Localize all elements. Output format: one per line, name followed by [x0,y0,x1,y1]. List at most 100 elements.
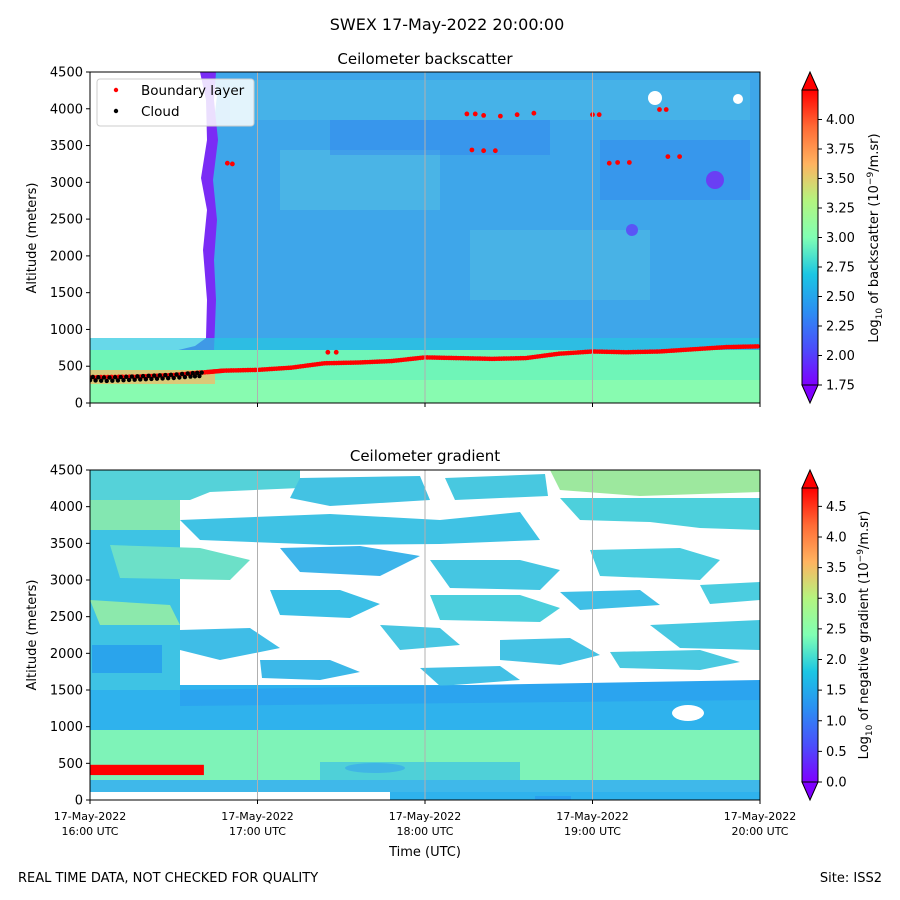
y-tick-label: 2500 [50,610,83,625]
cloud-point [146,373,151,378]
y-tick-label: 2500 [50,213,83,228]
cloud-point [118,374,123,380]
cloud-point [179,371,185,377]
colorbar-tick-label: 2.50 [826,290,855,305]
cloud-point [140,373,146,379]
gradient-colorbar-label: Log10 of negative gradient (10−9/m.sr) [856,511,875,760]
cloud-point [188,374,193,379]
x-tick-label-date: 17-May-2022 [389,810,461,823]
boundary-layer-point [677,154,682,159]
cloud-point [143,377,149,382]
y-tick-label: 3500 [50,139,83,154]
boundary-layer-point [755,344,760,349]
boundary-layer-point [325,349,331,355]
cloud-point [138,377,143,382]
boundary-layer-point [464,111,470,117]
backscatter-colorbar-label: Log10 of backscatter (10−9/m.sr) [866,133,885,342]
cloud-point [185,371,190,376]
y-tick-label: 2000 [50,647,83,662]
y-tick-label: 4000 [50,500,83,515]
backscatter-x-ticks [89,403,761,407]
colorbar-tick-label: 1.75 [826,379,855,394]
gradient-y-axis: 0 500 1000 1500 2000 2500 3000 3500 4000 4500 [50,464,90,809]
cloud-point [110,378,115,383]
colorbar-tick-label: 4.00 [826,113,855,128]
cloud-point [149,376,154,382]
x-tick-label-date: 17-May-2022 [221,810,293,823]
cloud-point [195,370,200,376]
boundary-layer-aloft-series [224,107,682,355]
backscatter-panel: Ceilometer backscatter [25,50,885,412]
colorbar-tick-label: 3.25 [826,202,855,217]
boundary-layer-point [615,160,621,165]
backscatter-ylabel: Altitude (meters) [25,183,40,294]
y-tick-label: 1000 [50,720,83,735]
boundary-layer-point [333,349,339,355]
boundary-layer-point [472,111,478,117]
cloud-point [90,374,95,380]
y-tick-label: 500 [58,757,83,772]
cloud-point [171,375,176,381]
legend-boundary-layer-marker [113,87,119,93]
cloud-point [112,375,118,380]
x-tick-label-time: 20:00 UTC [731,825,788,838]
boundary-layer-point [492,148,498,154]
y-tick-label: 1000 [50,323,83,338]
x-tick-label-date: 17-May-2022 [556,810,628,823]
y-tick-label: 4500 [50,464,83,479]
colorbar-tick-label: 3.0 [826,592,847,607]
cloud-point [174,372,179,377]
colorbar-tick-label: 0.0 [826,776,847,791]
x-tick-label-date: 17-May-2022 [724,810,796,823]
colorbar-tick-label: 1.0 [826,714,847,729]
cloud-point [152,373,157,378]
cloud-point [121,377,126,383]
y-tick-label: 0 [75,397,83,412]
cloud-point [182,374,188,380]
boundary-layer-point [663,107,669,112]
cloud-point [165,376,171,381]
gradient-ylabel: Altitude (meters) [25,580,40,691]
boundary-layer-point [481,148,487,154]
cloud-point [199,370,204,375]
cloud-point [107,375,112,380]
y-tick-label: 3000 [50,176,83,191]
cloud-point [126,377,132,383]
colorbar-tick-label: 4.0 [826,531,847,546]
legend-cloud-label: Cloud [141,104,180,120]
figure-title: SWEX 17-May-2022 20:00:00 [330,15,565,34]
boundary-layer-point [497,113,503,119]
y-tick-label: 3000 [50,574,83,589]
x-axis-label: Time (UTC) [388,845,461,860]
cloud-point [177,375,182,380]
boundary-layer-point [596,112,602,118]
y-tick-label: 1500 [50,684,83,699]
boundary-layer-point [665,154,671,159]
boundary-layer-point [469,147,475,153]
boundary-layer-point [514,112,520,118]
gradient-gridlines [257,470,593,800]
cloud-point [192,374,198,379]
colorbar-tick-label: 3.5 [826,561,847,576]
boundary-layer-point [626,160,632,165]
cloud-point [104,378,109,384]
y-tick-label: 4500 [50,66,83,81]
x-tick-label-time: 19:00 UTC [564,825,621,838]
gradient-red-band [90,764,204,776]
boundary-layer-point [481,112,487,118]
y-tick-label: 2000 [50,249,83,264]
y-tick-label: 4000 [50,102,83,117]
quality-disclaimer: REAL TIME DATA, NOT CHECKED FOR QUALITY [18,871,318,886]
cloud-point [197,373,202,379]
colorbar-tick-label: 2.75 [826,261,855,276]
cloud-point [90,377,93,383]
x-tick-label-time: 18:00 UTC [396,825,453,838]
backscatter-title: Ceilometer backscatter [337,50,513,68]
cloud-point [157,373,162,378]
colorbar-tick-label: 3.50 [826,172,855,187]
colorbar-tick-label: 3.00 [826,231,855,246]
backscatter-colorbar: 1.75 2.00 2.25 2.50 2.75 3.00 3.25 3.50 3.75 4.00… [801,70,885,405]
boundary-layer-point [229,161,235,167]
x-tick-label-date: 17-May-2022 [54,810,126,823]
